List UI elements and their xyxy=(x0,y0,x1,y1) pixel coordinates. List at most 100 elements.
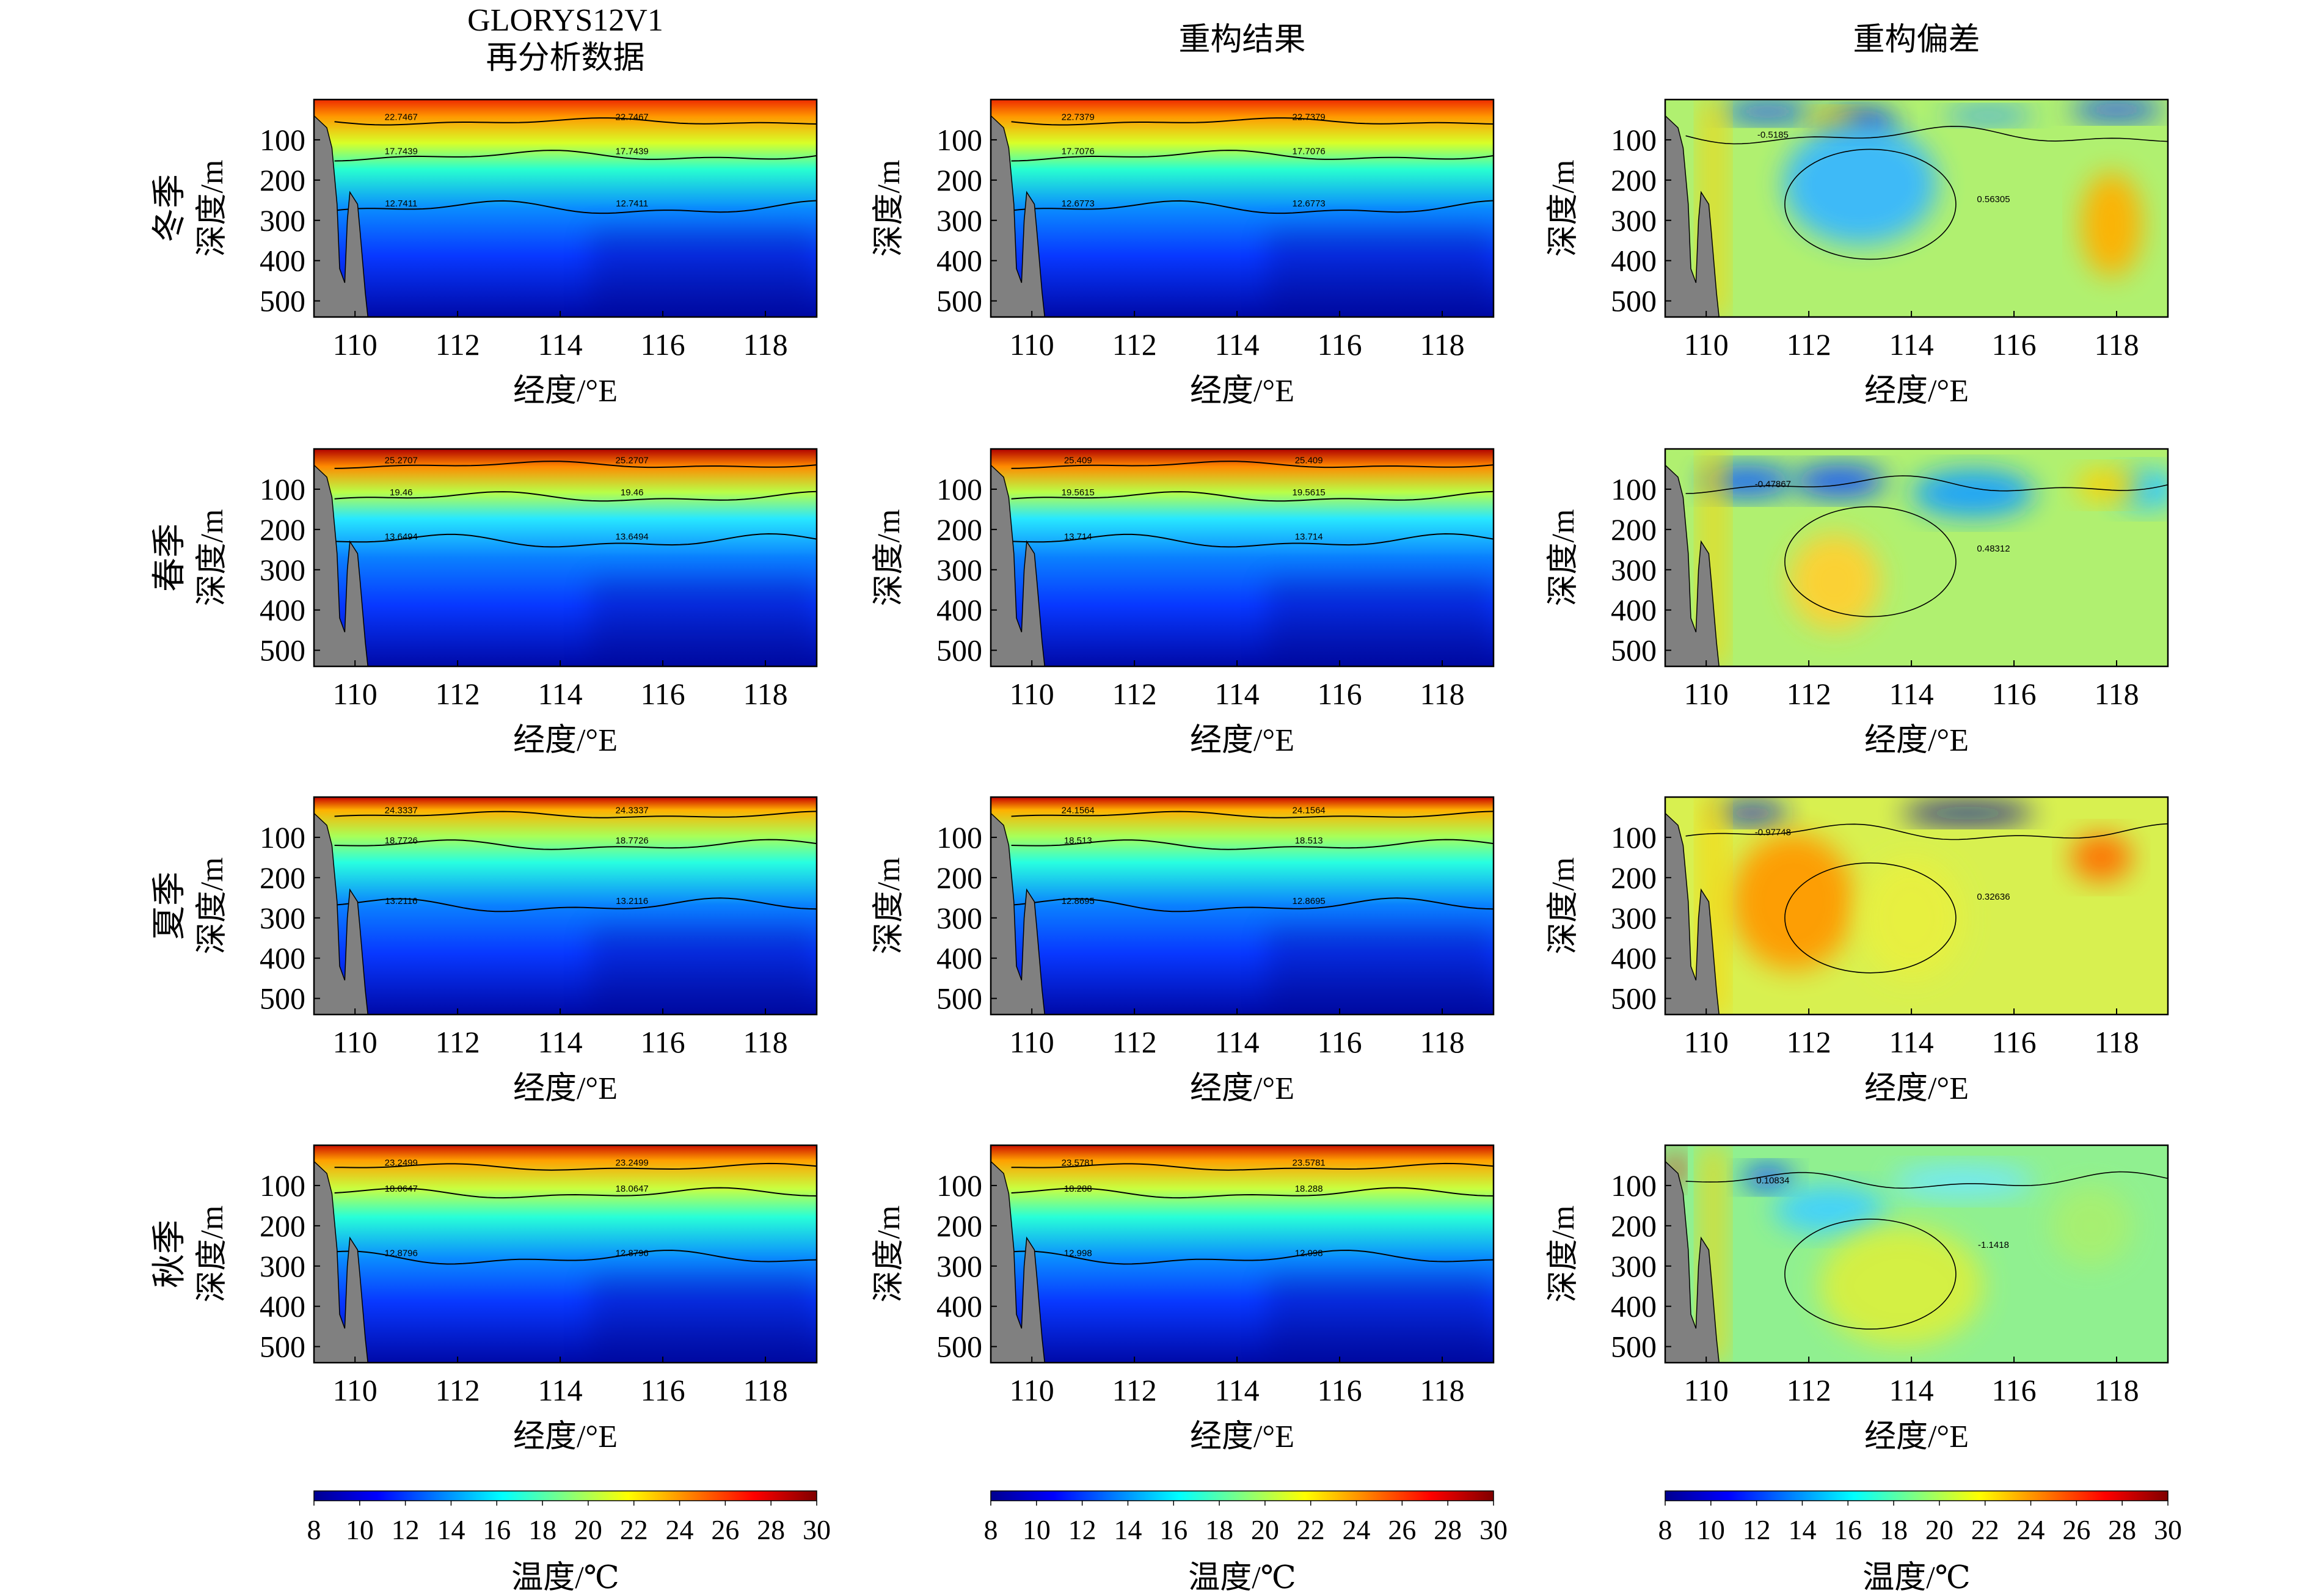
y-tick-label: 300 xyxy=(936,901,982,935)
colorbar-tick-label: 26 xyxy=(711,1514,739,1545)
contour-label: 12.8695 xyxy=(1293,896,1326,906)
contour-label: 22.7379 xyxy=(1062,112,1095,122)
land-mask xyxy=(1665,812,1720,1015)
y-axis-label: 深度/m xyxy=(1546,858,1581,955)
x-tick-label: 110 xyxy=(333,327,378,362)
x-tick-label: 110 xyxy=(1010,327,1054,362)
contour-line xyxy=(1011,490,1494,502)
x-tick-label: 114 xyxy=(538,677,583,711)
contour-label: 12.998 xyxy=(1064,1248,1092,1259)
panel-0-row-2: 24.3337 24.3337 18.7726 18.7726 13.2116 13.21… xyxy=(195,796,818,1106)
contour-label: 24.1564 xyxy=(1293,806,1326,816)
y-tick-label: 100 xyxy=(260,472,305,506)
bias-anomaly xyxy=(2075,468,2137,501)
colorbar-tick-label: 18 xyxy=(1880,1514,1908,1545)
contour-label: 22.7467 xyxy=(385,112,418,122)
y-tick-label: 100 xyxy=(260,820,305,854)
y-tick-label: 400 xyxy=(1611,941,1657,975)
contour-label: -0.5185 xyxy=(1757,130,1789,140)
colorbar-label: 温度/℃ xyxy=(511,1561,619,1595)
y-tick-label: 500 xyxy=(260,982,305,1016)
contour-line xyxy=(1011,150,1494,162)
y-axis-label: 深度/m xyxy=(1546,1206,1581,1303)
panel-0-row-0: 22.7467 22.7467 17.7439 17.7439 12.7411 12.74… xyxy=(195,98,818,409)
x-tick-label: 112 xyxy=(436,1025,480,1059)
y-tick-label: 500 xyxy=(1611,982,1657,1016)
x-tick-label: 112 xyxy=(1112,1373,1157,1407)
panel-frame xyxy=(1664,1144,2169,1364)
y-tick-label: 400 xyxy=(1611,593,1657,627)
contour-label: 0.48312 xyxy=(1977,544,2010,554)
colorbar-tick-label: 20 xyxy=(574,1514,602,1545)
colorbar-tick-label: 12 xyxy=(1068,1514,1096,1545)
contour-line xyxy=(334,461,817,469)
season-label: 夏季 xyxy=(151,872,189,940)
y-tick-label: 200 xyxy=(1611,861,1657,895)
x-tick-label: 118 xyxy=(1420,1373,1464,1407)
colorbar-tick-label: 18 xyxy=(528,1514,556,1545)
bias-anomaly xyxy=(1891,1165,2035,1198)
y-tick-label: 400 xyxy=(1611,244,1657,278)
x-tick-label: 114 xyxy=(538,327,583,362)
x-tick-label: 112 xyxy=(1787,677,1831,711)
bias-anomaly xyxy=(1716,803,1789,823)
contour-label: 13.6494 xyxy=(616,532,649,542)
y-tick-label: 300 xyxy=(936,553,982,587)
x-tick-label: 110 xyxy=(1684,677,1729,711)
contour-line xyxy=(334,490,817,502)
y-tick-label: 100 xyxy=(1611,472,1657,506)
y-tick-label: 200 xyxy=(936,1209,982,1243)
x-tick-label: 110 xyxy=(1684,327,1729,362)
colorbar-tick-label: 28 xyxy=(757,1514,785,1545)
colorbar-tick-label: 8 xyxy=(307,1514,321,1545)
panel-frame xyxy=(990,1144,1495,1364)
y-tick-label: 100 xyxy=(260,1168,305,1203)
panel-frame xyxy=(313,796,818,1016)
colorbar-tick-label: 16 xyxy=(1834,1514,1862,1545)
y-tick-label: 300 xyxy=(936,203,982,238)
colorbar-tick-label: 18 xyxy=(1205,1514,1233,1545)
x-tick-label: 110 xyxy=(1010,677,1054,711)
colorbar-tick-label: 10 xyxy=(1023,1514,1051,1545)
x-tick-label: 114 xyxy=(538,1025,583,1059)
y-tick-label: 200 xyxy=(260,861,305,895)
y-axis-label: 深度/m xyxy=(1546,509,1581,607)
x-tick-label: 114 xyxy=(1889,327,1934,362)
x-tick-label: 112 xyxy=(1112,677,1157,711)
contour-line xyxy=(334,200,817,214)
x-tick-label: 112 xyxy=(1787,1373,1831,1407)
x-tick-label: 118 xyxy=(2094,1025,2139,1059)
x-tick-label: 110 xyxy=(1010,1373,1054,1407)
land-mask xyxy=(314,115,368,317)
contour-label: 0.32636 xyxy=(1977,892,2010,902)
colorbar-tick-label: 12 xyxy=(1743,1514,1771,1545)
bias-anomaly xyxy=(1911,468,2035,518)
colorbar-tick-label: 10 xyxy=(346,1514,374,1545)
colorbar-tick-label: 8 xyxy=(1658,1514,1672,1545)
bias-anomaly xyxy=(1818,1225,1983,1347)
bias-anomaly xyxy=(1742,1165,1793,1190)
x-axis-label: 经度/°E xyxy=(513,1419,618,1454)
panel-frame xyxy=(990,98,1495,318)
colorbar-0: 8 10 12 14 16 18 20 22 24 26 28 30 温度/℃ xyxy=(307,1490,831,1595)
contour-label: 22.7379 xyxy=(1293,112,1326,122)
land-mask xyxy=(314,812,368,1015)
column-title: GLORYS12V1 xyxy=(467,3,663,38)
colorbar-tick-label: 20 xyxy=(1925,1514,1953,1545)
contour-line xyxy=(1011,461,1494,469)
contour-label: 25.409 xyxy=(1295,455,1323,465)
land-mask xyxy=(314,464,368,666)
x-tick-label: 112 xyxy=(436,677,480,711)
x-tick-label: 118 xyxy=(1420,677,1464,711)
contour-line xyxy=(334,811,817,818)
contour-label: 13.2116 xyxy=(616,896,648,906)
bias-anomaly xyxy=(1773,1185,1886,1234)
y-tick-label: 500 xyxy=(936,1330,982,1364)
colorbar-tick-label: 14 xyxy=(437,1514,465,1545)
colorbar-tick-label: 28 xyxy=(1434,1514,1462,1545)
y-axis-label: 深度/m xyxy=(1546,160,1581,257)
colorbar-tick-label: 24 xyxy=(2017,1514,2045,1545)
contour-label: 12.8796 xyxy=(616,1248,649,1259)
y-tick-label: 500 xyxy=(936,982,982,1016)
